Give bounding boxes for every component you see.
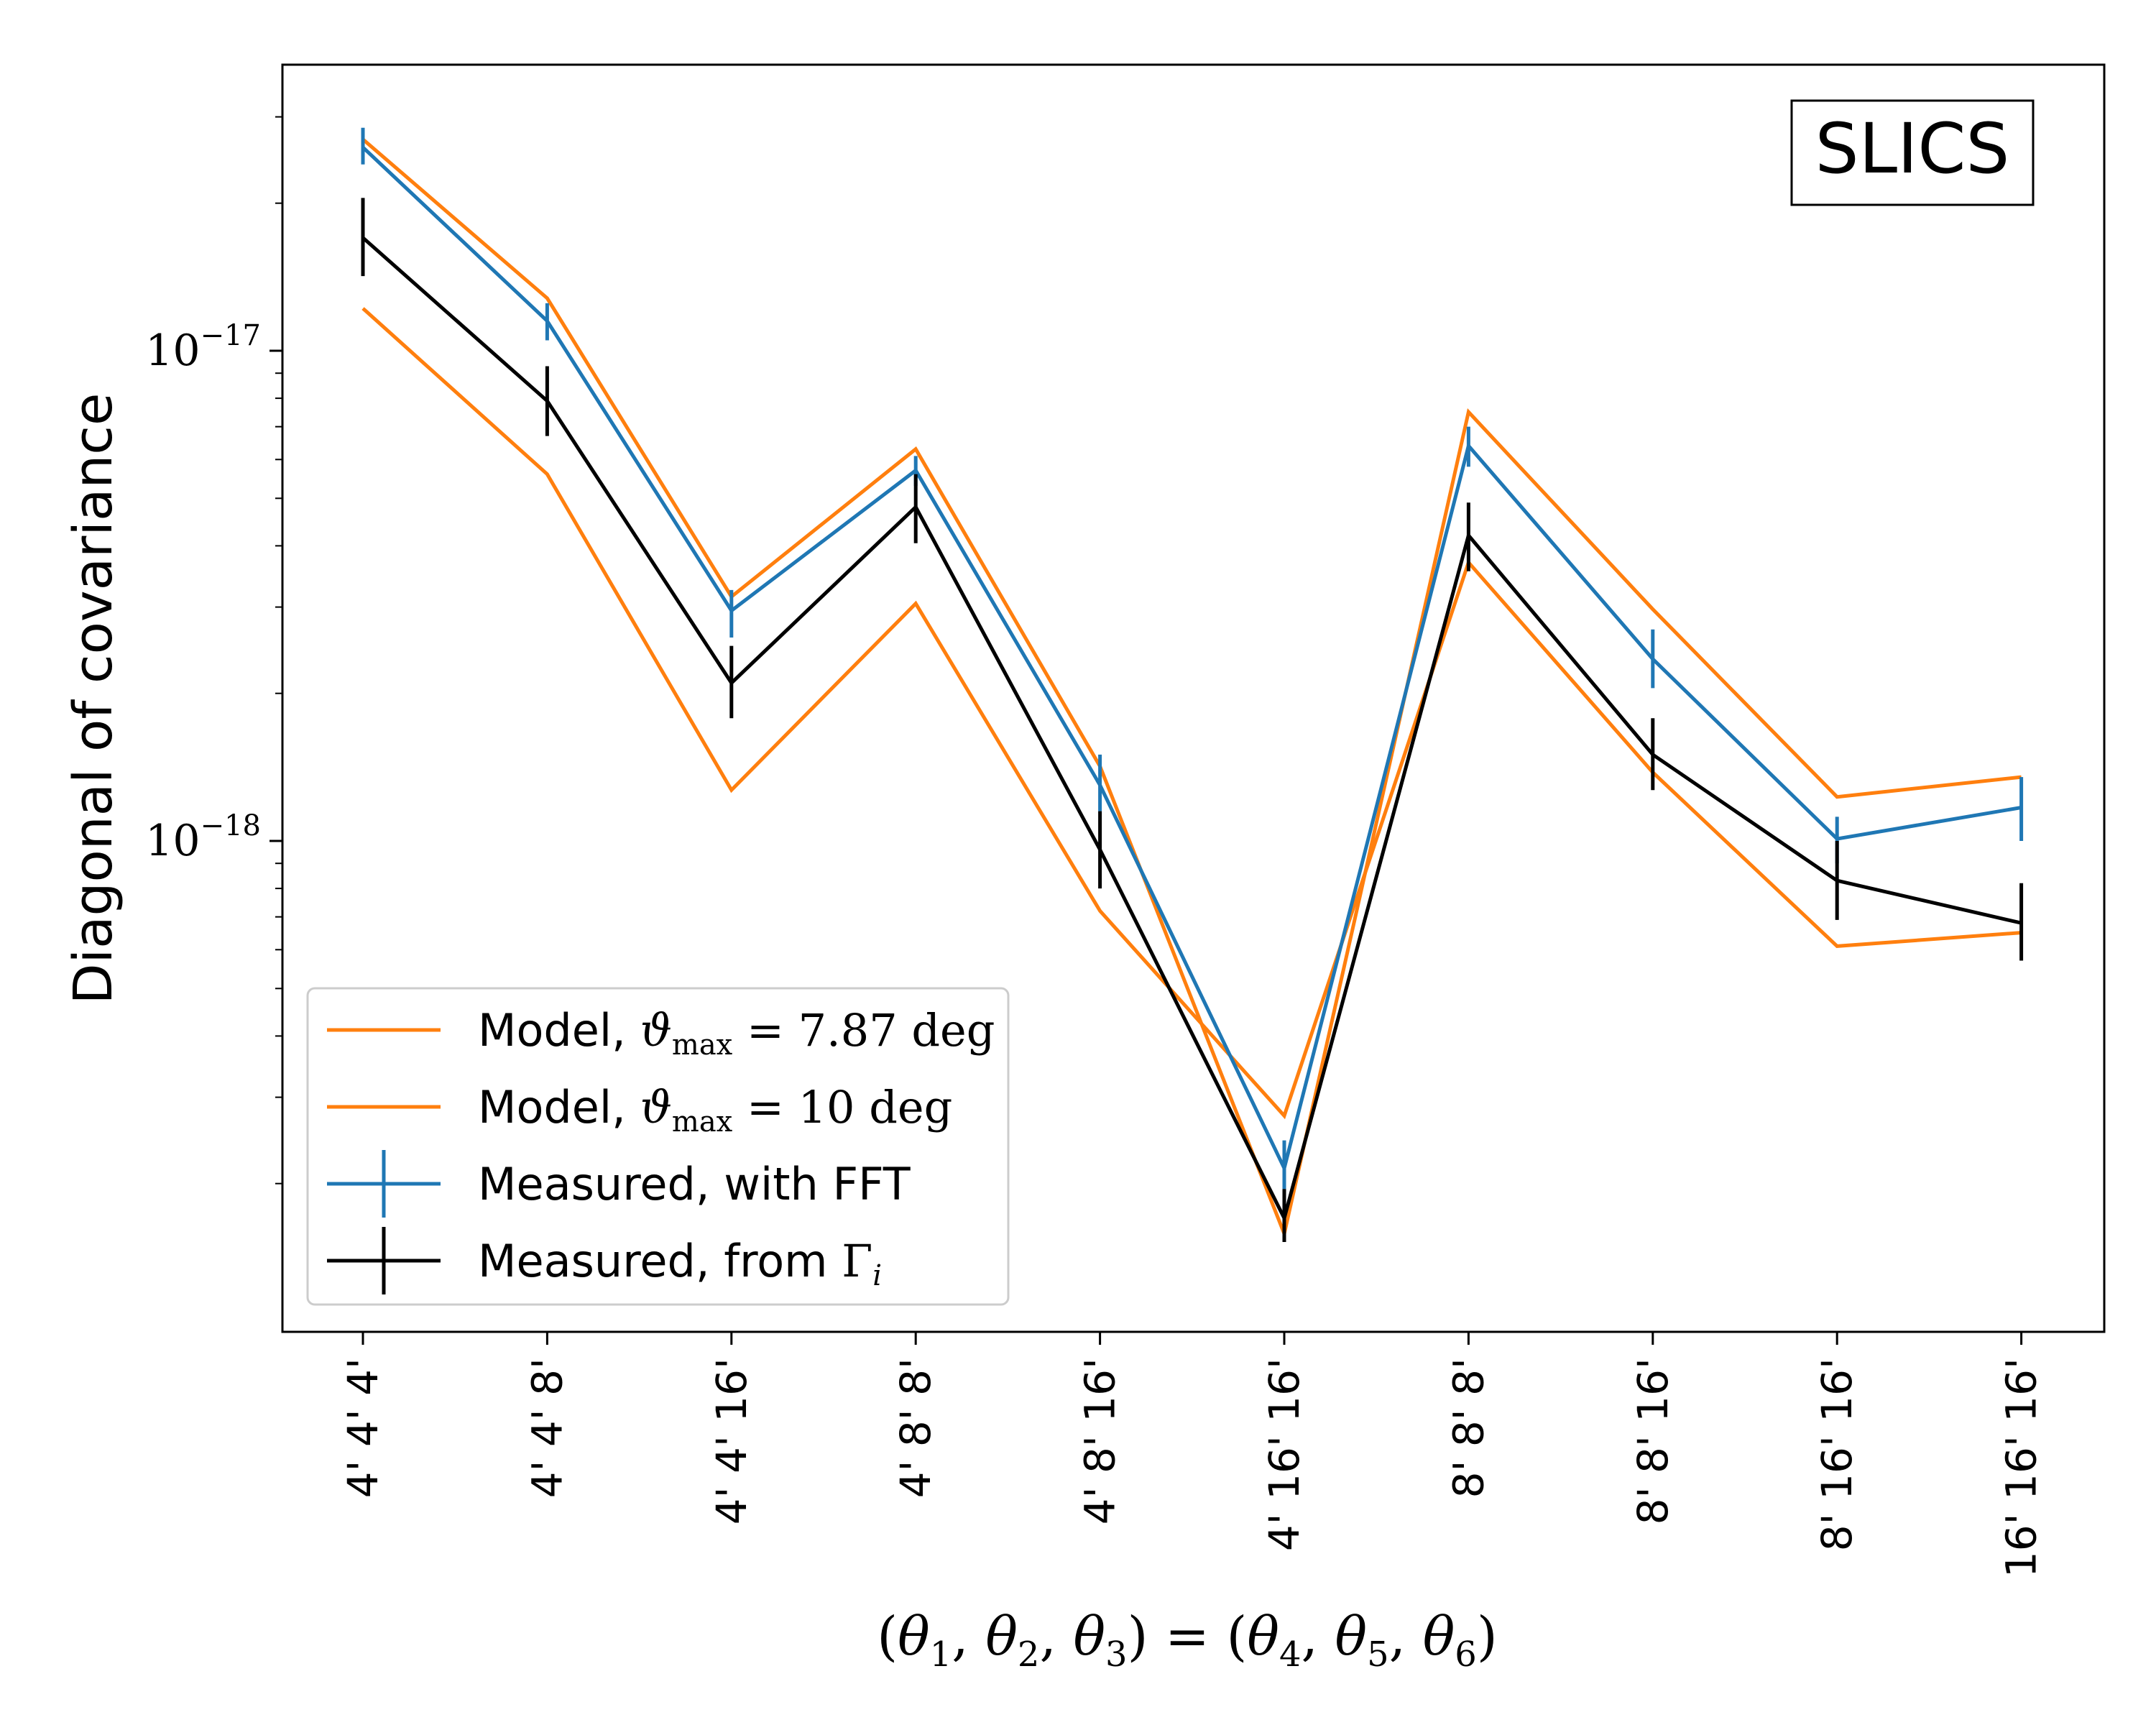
series-2 [361, 127, 2024, 1190]
series-line [361, 307, 2022, 1120]
slics-annotation-text: SLICS [1815, 109, 2010, 189]
x-axis-ticks: 4' 4' 4' 4' 4' 8' 4' 4' 16' 4' 8' 8' 4' 8' 1… [338, 1332, 2046, 1578]
legend-swatch-measured-gamma [327, 1227, 441, 1294]
series-0 [361, 307, 2022, 1120]
x-tick-label: 8' 8' 16' [1628, 1358, 1677, 1524]
plot-area [361, 127, 2024, 1242]
y-axis-label: Diagonal of covariance [63, 393, 124, 1005]
series-1 [361, 137, 2022, 1240]
x-tick-label: 4' 8' 16' [1076, 1358, 1125, 1524]
legend-label-model-787: Model, ϑmax = 7.87 deg [478, 1004, 995, 1062]
slics-annotation-box [1790, 99, 2035, 206]
series-3 [361, 198, 2024, 1242]
legend-label-measured-fft: Measured, with FFT [478, 1158, 911, 1210]
legend-label-model-10: Model, ϑmax = 10 deg [478, 1081, 952, 1138]
y-tick-label: 10−18 [145, 809, 261, 866]
axes-frame [281, 63, 2106, 1333]
series-line [361, 236, 2022, 1223]
legend: Model, ϑmax = 7.87 deg Model, ϑmax = 10 … [306, 987, 1010, 1306]
legend-label-measured-gamma: Measured, from Γi [478, 1235, 882, 1292]
x-tick-label: 16' 16' 16' [1997, 1358, 2046, 1578]
x-tick-label: 4' 4' 16' [707, 1358, 756, 1524]
series-line [361, 137, 2022, 1240]
x-tick-label: 4' 4' 8' [522, 1358, 571, 1498]
legend-swatch-measured-fft [327, 1150, 441, 1218]
y-tick-label: 10−17 [145, 319, 261, 376]
x-tick-label: 4' 4' 4' [338, 1358, 387, 1498]
x-axis-label: (θ1, θ2, θ3) = (θ4, θ5, θ6) [877, 1606, 1497, 1675]
x-tick-label: 4' 16' 16' [1260, 1358, 1309, 1551]
x-tick-label: 4' 8' 8' [891, 1358, 940, 1498]
slics-annotation: SLICS [1790, 99, 2035, 206]
x-tick-label: 8' 8' 8' [1444, 1358, 1493, 1498]
x-tick-label: 8' 16' 16' [1812, 1358, 1861, 1551]
series-line [361, 146, 2022, 1174]
y-axis-ticks: 10−18 10−17 [145, 116, 282, 1184]
legend-box [306, 987, 1010, 1306]
